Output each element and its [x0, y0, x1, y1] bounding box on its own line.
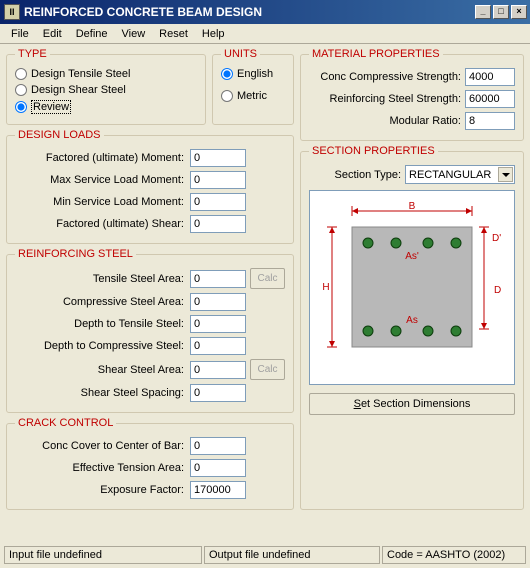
label-dts: Depth to Tensile Steel:: [15, 318, 186, 330]
input-rss[interactable]: [465, 90, 515, 108]
reinforcing-legend: REINFORCING STEEL: [15, 248, 136, 260]
label-ef: Exposure Factor:: [15, 484, 186, 496]
radio-review[interactable]: [15, 101, 27, 113]
input-fum[interactable]: [190, 149, 246, 167]
material-legend: MATERIAL PROPERTIES: [309, 48, 443, 60]
input-dcs[interactable]: [190, 337, 246, 355]
material-group: MATERIAL PROPERTIES Conc Compressive Str…: [300, 48, 524, 141]
menu-file[interactable]: File: [4, 26, 36, 42]
units-legend: UNITS: [221, 48, 260, 60]
status-output: Output file undefined: [204, 546, 380, 564]
input-fus[interactable]: [190, 215, 246, 233]
label-mslm: Max Service Load Moment:: [15, 174, 186, 186]
menu-help[interactable]: Help: [195, 26, 232, 42]
input-mslm[interactable]: [190, 171, 246, 189]
calc-ssa-button[interactable]: Calc: [250, 359, 285, 380]
close-button[interactable]: ×: [511, 5, 527, 19]
input-ccs[interactable]: [465, 68, 515, 86]
radio-metric[interactable]: [221, 90, 233, 102]
type-group: TYPE Design Tensile Steel Design Shear S…: [6, 48, 206, 125]
label-english: English: [237, 68, 273, 80]
status-input: Input file undefined: [4, 546, 202, 564]
section-group: SECTION PROPERTIES Section Type: RECTANG…: [300, 145, 524, 510]
label-rss: Reinforcing Steel Strength:: [309, 93, 461, 105]
label-ssa: Shear Steel Area:: [15, 364, 186, 376]
section-diagram: B H D D' As' As: [309, 190, 515, 385]
input-ef[interactable]: [190, 481, 246, 499]
label-fum: Factored (ultimate) Moment:: [15, 152, 186, 164]
svg-text:As: As: [406, 315, 418, 326]
radio-shear[interactable]: [15, 84, 27, 96]
calc-tsa-button[interactable]: Calc: [250, 268, 285, 289]
label-csa: Compressive Steel Area:: [15, 296, 186, 308]
label-tensile: Design Tensile Steel: [31, 68, 130, 80]
svg-text:D: D: [494, 285, 501, 296]
label-dcs: Depth to Compressive Steel:: [15, 340, 186, 352]
input-dts[interactable]: [190, 315, 246, 333]
app-icon: II: [4, 4, 20, 20]
label-review: Review: [31, 100, 71, 114]
statusbar: Input file undefined Output file undefin…: [4, 546, 526, 564]
input-sss[interactable]: [190, 384, 246, 402]
label-tsa: Tensile Steel Area:: [15, 273, 186, 285]
menu-edit[interactable]: Edit: [36, 26, 69, 42]
input-cover[interactable]: [190, 437, 246, 455]
status-code: Code = AASHTO (2002): [382, 546, 526, 564]
crack-group: CRACK CONTROL Conc Cover to Center of Ba…: [6, 417, 294, 510]
titlebar: II REINFORCED CONCRETE BEAM DESIGN _ □ ×: [0, 0, 530, 24]
type-legend: TYPE: [15, 48, 50, 60]
window-title: REINFORCED CONCRETE BEAM DESIGN: [24, 5, 475, 19]
label-sss: Shear Steel Spacing:: [15, 387, 186, 399]
input-minsl[interactable]: [190, 193, 246, 211]
input-csa[interactable]: [190, 293, 246, 311]
section-type-select[interactable]: RECTANGULAR: [405, 165, 515, 184]
menu-define[interactable]: Define: [69, 26, 115, 42]
label-ccs: Conc Compressive Strength:: [309, 71, 461, 83]
design-loads-group: DESIGN LOADS Factored (ultimate) Moment:…: [6, 129, 294, 244]
set-dimensions-button[interactable]: Set Section Dimensions: [309, 393, 515, 415]
radio-tensile[interactable]: [15, 68, 27, 80]
menubar: File Edit Define View Reset Help: [0, 24, 530, 44]
label-fus: Factored (ultimate) Shear:: [15, 218, 186, 230]
label-section-type: Section Type:: [309, 169, 401, 181]
label-metric: Metric: [237, 90, 267, 102]
label-cover: Conc Cover to Center of Bar:: [15, 440, 186, 452]
svg-text:D': D': [492, 233, 501, 244]
input-mr[interactable]: [465, 112, 515, 130]
section-legend: SECTION PROPERTIES: [309, 145, 438, 157]
input-eta[interactable]: [190, 459, 246, 477]
input-tsa[interactable]: [190, 270, 246, 288]
menu-view[interactable]: View: [115, 26, 153, 42]
design-loads-legend: DESIGN LOADS: [15, 129, 104, 141]
label-eta: Effective Tension Area:: [15, 462, 186, 474]
label-shear: Design Shear Steel: [31, 84, 126, 96]
beam-diagram-svg: B H D D' As' As: [316, 197, 502, 375]
units-group: UNITS English Metric: [212, 48, 294, 125]
menu-reset[interactable]: Reset: [152, 26, 195, 42]
svg-text:As': As': [405, 251, 419, 262]
crack-legend: CRACK CONTROL: [15, 417, 116, 429]
label-minsl: Min Service Load Moment:: [15, 196, 186, 208]
label-mr: Modular Ratio:: [309, 115, 461, 127]
section-type-value: RECTANGULAR: [409, 169, 491, 181]
minimize-button[interactable]: _: [475, 5, 491, 19]
svg-text:H: H: [322, 282, 329, 293]
input-ssa[interactable]: [190, 361, 246, 379]
svg-text:B: B: [409, 201, 416, 212]
reinforcing-group: REINFORCING STEEL Tensile Steel Area: Ca…: [6, 248, 294, 413]
maximize-button[interactable]: □: [493, 5, 509, 19]
chevron-down-icon: [498, 167, 513, 182]
radio-english[interactable]: [221, 68, 233, 80]
